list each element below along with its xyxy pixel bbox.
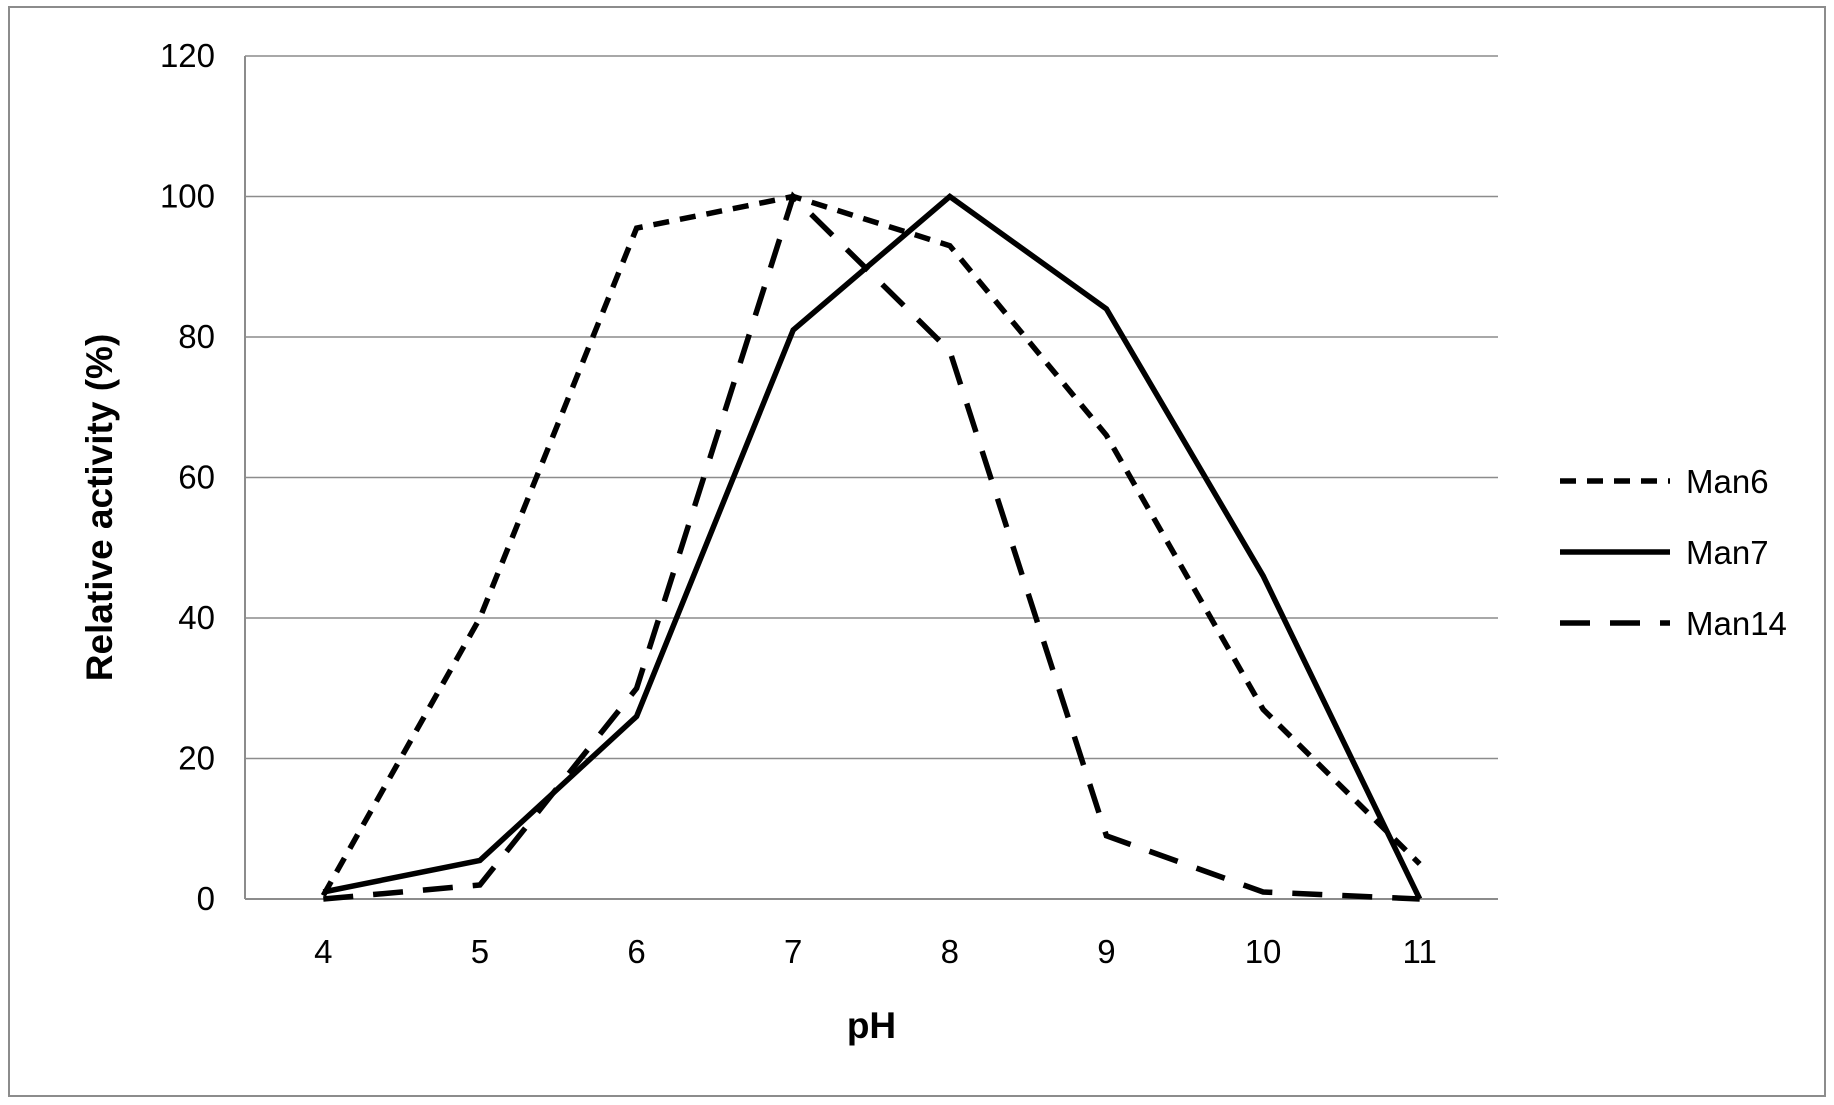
line-chart: 0 20 40 60 80 100 120 4 5 6 7 8 9 10 11 Man6 Man7 Man14… <box>79 37 1787 1046</box>
x-tick-label: 9 <box>1097 933 1115 970</box>
x-tick-label: 7 <box>784 933 802 970</box>
y-tick-label: 40 <box>178 599 215 636</box>
y-tick-label: 0 <box>197 880 215 917</box>
x-tick-label: 8 <box>941 933 959 970</box>
x-tick-label: 11 <box>1403 933 1437 970</box>
y-tick-label: 80 <box>178 318 215 355</box>
y-tick-label: 100 <box>160 178 215 215</box>
legend: Man6 Man7 Man14 <box>1560 463 1787 642</box>
y-axis-title: Relative activity (%) <box>79 334 120 682</box>
series-line-man6 <box>320 193 1422 897</box>
legend-label-man6: Man6 <box>1686 463 1769 500</box>
series-line-man14 <box>323 191 1420 902</box>
legend-label-man14: Man14 <box>1686 605 1787 642</box>
y-tick-labels: 0 20 40 60 80 100 120 <box>160 37 215 917</box>
chart-frame: 0 20 40 60 80 100 120 4 5 6 7 8 9 10 11 Man6 Man7 Man14… <box>8 6 1826 1097</box>
x-tick-label: 6 <box>627 933 645 970</box>
gridlines <box>245 55 1498 760</box>
x-axis-title: pH <box>847 1005 896 1046</box>
y-tick-label: 20 <box>178 740 215 777</box>
y-tick-label: 60 <box>178 459 215 496</box>
x-tick-label: 5 <box>471 933 489 970</box>
x-tick-label: 10 <box>1245 933 1282 970</box>
legend-label-man7: Man7 <box>1686 534 1769 571</box>
x-tick-labels: 4 5 6 7 8 9 10 11 <box>314 933 1437 970</box>
series-line-man7 <box>322 193 1423 901</box>
y-tick-label: 120 <box>160 37 215 74</box>
axes <box>244 56 1498 900</box>
x-tick-label: 4 <box>314 933 332 970</box>
series-lines <box>320 191 1423 902</box>
